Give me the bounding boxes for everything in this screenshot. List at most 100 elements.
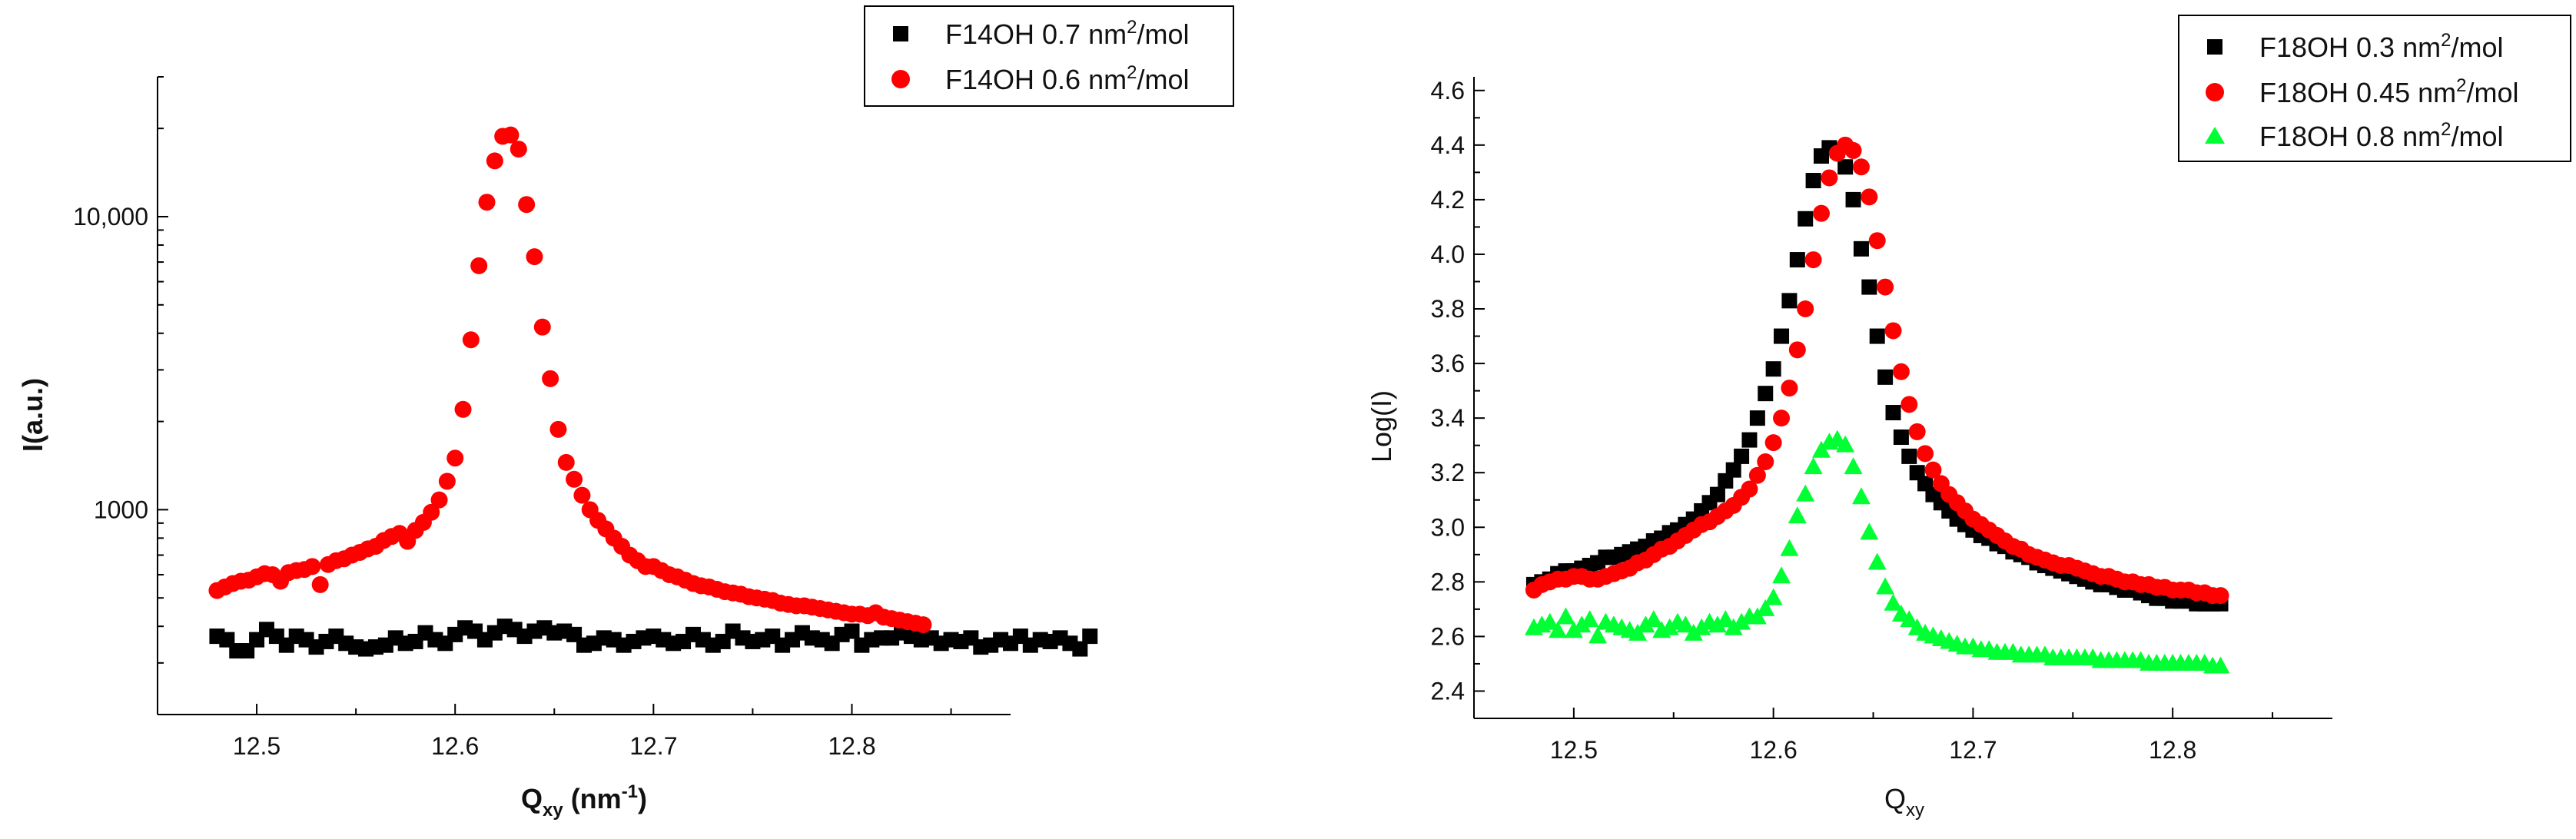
right-series-1-point: [1757, 453, 1774, 470]
right-series-2-point: [1788, 506, 1807, 524]
left-legend: F14OH 0.7 nm2/mol F14OH 0.6 nm2/mol: [864, 5, 1234, 107]
right-series-2-point: [1564, 621, 1583, 638]
right-series-0-point: [1734, 448, 1750, 464]
right-series-2-point: [1644, 610, 1663, 628]
left-x-tick-label: 12.8: [828, 732, 875, 760]
right-series-2-point: [1556, 607, 1575, 625]
right-series-1-point: [1884, 322, 1902, 340]
right-y-tick-label: 2.6: [1431, 622, 1465, 650]
right-series-2-point: [1716, 610, 1735, 628]
right-series-0-point: [1725, 462, 1741, 478]
right-series-2-point: [1684, 623, 1703, 641]
right-legend-marker-1: [2206, 83, 2224, 101]
left-y-tick-label: 10,000: [73, 203, 148, 230]
left-series-1-point: [518, 196, 536, 214]
right-series-1-point: [1917, 445, 1934, 463]
right-legend-label-1: F18OH 0.45 nm2/mol: [2259, 75, 2519, 108]
right-y-tick-label: 3.8: [1431, 295, 1465, 323]
left-series-1-point: [478, 194, 496, 211]
left-series-1-point: [566, 470, 583, 488]
right-series-0-point: [1837, 159, 1854, 175]
right-y-tick-label: 3.0: [1431, 513, 1465, 541]
right-series-0-point: [1709, 486, 1725, 502]
right-series-2-point: [1860, 522, 1879, 540]
right-series-1-point: [1900, 396, 1918, 413]
right-series-0-point: [1885, 405, 1901, 421]
right-chart: 12.5 12.6 12.7 12.8 2.4 2.6 2.8 3.0 3.2 3.4 3.6 3.8…: [1366, 15, 2571, 821]
right-series-2-point: [1844, 457, 1863, 475]
right-series-1-point: [1797, 300, 1814, 318]
left-chart-axes: [157, 77, 1011, 715]
right-series-0-point: [1781, 293, 1798, 309]
right-series-2-point: [1756, 599, 1775, 616]
right-series-1-point: [1852, 158, 1870, 176]
right-series-2-point: [1772, 566, 1791, 584]
left-x-axis-title: Qxy (nm-1): [521, 781, 647, 821]
right-series-0-point: [1774, 328, 1790, 344]
right-series-2-point: [1636, 615, 1655, 633]
left-series-1-point: [462, 331, 480, 349]
left-series-1-point: [502, 126, 520, 144]
left-legend-marker-1: [891, 70, 910, 88]
right-series-1-point: [1804, 251, 1822, 269]
right-series-2-point: [1900, 610, 1919, 628]
right-legend-box: [2178, 15, 2571, 162]
right-y-tick-label: 2.4: [1431, 677, 1465, 705]
right-series-2-point: [1588, 626, 1608, 644]
right-series-2-point: [1867, 552, 1887, 570]
right-series-2-point: [1660, 618, 1679, 635]
right-y-tick-label: 3.2: [1431, 459, 1465, 486]
left-x-tick-label: 12.6: [431, 732, 479, 760]
right-series-1-point: [1877, 278, 1894, 296]
right-series-2-point: [1549, 621, 1568, 638]
right-chart-ticks: 12.5 12.6 12.7 12.8 2.4 2.6 2.8 3.0 3.2 3.4 3.6 3.8…: [1431, 77, 2274, 764]
right-series-2-point: [1764, 588, 1783, 605]
left-series-1-point: [915, 616, 932, 634]
left-series-1-point: [486, 152, 503, 170]
right-y-tick-label: 4.4: [1431, 131, 1465, 159]
right-y-tick-label: 2.8: [1431, 568, 1465, 595]
right-chart-axes: [1473, 77, 2332, 719]
right-series-2-point: [1540, 612, 1559, 630]
right-x-tick-label: 12.5: [1550, 736, 1598, 764]
right-series-1-point: [1748, 466, 1766, 484]
right-series-1-point: [1788, 341, 1806, 359]
right-series-1-point: [2212, 587, 2229, 605]
right-series-1-point: [1908, 423, 1926, 440]
right-series-0-point: [1861, 279, 1877, 295]
left-series-0-point: [844, 623, 860, 639]
right-series-0-point: [1893, 429, 1909, 446]
right-series-2-point: [1780, 539, 1799, 556]
left-series-0-point: [1072, 641, 1088, 657]
right-series-1-point: [1812, 204, 1830, 222]
right-series-2-point: [1676, 615, 1695, 633]
right-legend-marker-0: [2207, 39, 2222, 55]
left-series-1-point: [542, 370, 559, 387]
right-series-0-point: [1798, 211, 1814, 227]
right-series-2-point: [1796, 484, 1815, 502]
left-series-1-point: [423, 503, 440, 521]
left-series-1-point: [470, 257, 488, 274]
right-legend-label-2: F18OH 0.8 nm2/mol: [2259, 119, 2503, 152]
left-series-1-point: [438, 473, 456, 490]
left-series-1-point: [533, 318, 551, 336]
right-series-0-point: [1765, 361, 1781, 377]
right-y-tick-label: 4.6: [1431, 77, 1465, 104]
right-series-0-point: [1758, 386, 1774, 402]
right-series-2-point: [2211, 656, 2230, 674]
right-series-0-point: [1805, 173, 1821, 189]
left-series-1-point: [454, 400, 472, 418]
right-x-axis-title: Qxy: [1884, 783, 1924, 821]
right-series-1-point: [1764, 434, 1782, 452]
right-series-0-point: [1749, 410, 1765, 426]
left-series-1-point: [311, 575, 329, 593]
left-legend-label-0: F14OH 0.7 nm2/mol: [945, 17, 1189, 50]
right-series-2-point: [1804, 457, 1823, 475]
right-series-2-point: [1580, 610, 1599, 628]
right-legend-marker-2: [2205, 127, 2225, 144]
left-y-axis-title: I(a.u.): [17, 378, 48, 452]
right-series-1-point: [1821, 169, 1838, 187]
right-series-2-point: [1732, 612, 1751, 630]
left-series-1-point: [510, 141, 527, 158]
